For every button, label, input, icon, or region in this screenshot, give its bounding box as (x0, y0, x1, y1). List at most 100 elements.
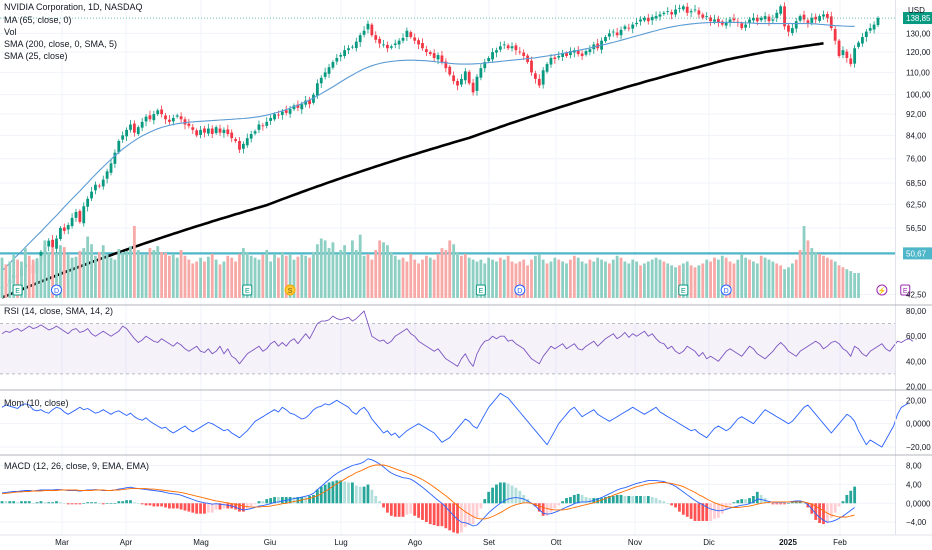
macd-histogram-bar (650, 497, 654, 504)
macd-histogram-bar (456, 503, 459, 534)
macd-histogram-bar (600, 498, 603, 504)
macd-histogram-bar (257, 501, 261, 504)
candle-body (292, 105, 296, 110)
event-marker-label: E (15, 288, 20, 295)
candle-body (284, 110, 288, 113)
volume-bar (806, 240, 810, 298)
macd-histogram-bar (66, 503, 70, 505)
macd-histogram-bar (327, 482, 331, 504)
sma200-line (1, 42, 824, 299)
candle-body (335, 58, 339, 62)
macd-histogram-bar (8, 501, 12, 504)
macd-histogram-bar (0, 501, 4, 504)
volume-bar (588, 259, 592, 298)
volume-bar (720, 255, 724, 298)
rsi-band (0, 323, 895, 374)
macd-histogram-bar (109, 503, 113, 504)
macd-histogram-bar (409, 503, 413, 514)
macd-histogram-bar (670, 503, 674, 506)
volume-bar (366, 253, 370, 298)
event-marker (876, 284, 888, 296)
macd-histogram-bar (354, 485, 358, 504)
volume-bar (59, 245, 62, 298)
macd-histogram-bar (639, 495, 642, 504)
macd-histogram-bar (565, 498, 568, 504)
volume-bar (572, 255, 576, 298)
x-tick-label: 2025 (779, 538, 797, 547)
macd-histogram-bar (191, 503, 195, 513)
macd-histogram-bar (366, 484, 370, 504)
macd-histogram-bar (502, 482, 506, 504)
candle-body (397, 40, 401, 45)
event-marker (720, 284, 732, 296)
macd-histogram-bar (90, 502, 93, 504)
macd-histogram-bar (413, 503, 417, 516)
volume-bar (27, 255, 31, 298)
macd-histogram-bar (693, 503, 697, 521)
macd-histogram-bar (448, 503, 452, 531)
candle-body (861, 37, 864, 44)
macd-histogram-bar (94, 502, 97, 504)
macd-histogram-bar (160, 503, 164, 507)
price-tick-label: 110,00 (906, 68, 930, 77)
volume-bar (409, 253, 413, 298)
candle-body (144, 116, 148, 122)
candle-body (125, 129, 128, 137)
price-tick-label: 62,50 (906, 200, 927, 209)
macd-histogram-bar (829, 503, 833, 518)
macd-histogram-bar (580, 494, 584, 504)
macd-histogram-bar (125, 500, 128, 504)
candle-body (635, 22, 639, 25)
volume-bar (775, 263, 779, 298)
candle-body (763, 16, 767, 20)
macd-histogram-bar (308, 495, 311, 504)
candle-body (580, 53, 584, 57)
macd-histogram-bar (27, 501, 31, 504)
candle-body (794, 21, 798, 29)
candle-body (584, 51, 588, 55)
candle-body (74, 211, 78, 218)
macd-histogram-bar (654, 498, 658, 504)
macd-histogram-bar (378, 501, 382, 504)
candle-body (315, 83, 319, 96)
macd-histogram-bar (175, 503, 179, 509)
volume-bar (253, 257, 257, 298)
macd-histogram-bar (55, 501, 58, 504)
candle-body (720, 21, 724, 25)
macd-histogram-bar (62, 503, 66, 504)
volume-bar (833, 261, 837, 298)
macd-histogram-bar (199, 503, 202, 514)
macd-histogram-bar (432, 503, 436, 526)
candle-body (537, 78, 541, 86)
x-tick-label: Set (483, 538, 496, 547)
macd-histogram-bar (203, 503, 206, 514)
macd-histogram-bar (187, 503, 191, 512)
macd-tick-label: 4,00 (906, 480, 922, 489)
volume-bar (822, 255, 825, 298)
volume-bar (724, 257, 728, 298)
candle-body (615, 32, 619, 36)
macd-histogram-bar (144, 503, 148, 506)
macd-histogram-bar (234, 503, 237, 510)
volume-bar (339, 250, 343, 298)
candle-body (129, 124, 132, 130)
macd-histogram-bar (218, 503, 222, 510)
volume-bar (607, 263, 611, 298)
candle-body (530, 60, 533, 73)
volume-bar (230, 257, 234, 298)
volume-bar (580, 261, 584, 298)
chart-title: NVIDIA Corporation, 1D, NASDAQ (4, 2, 143, 12)
macd-histogram-bar (623, 495, 627, 504)
candle-body (148, 115, 152, 120)
macd-histogram-bar (483, 499, 487, 504)
candle-body (553, 57, 557, 60)
volume-bar (510, 261, 514, 298)
volume-bar (689, 265, 693, 298)
macd-histogram-bar (374, 495, 378, 504)
volume-bar (428, 257, 432, 298)
candle-body (798, 16, 802, 21)
event-marker-label: E (903, 288, 908, 295)
macd-tick-label: −4,00 (906, 518, 927, 527)
macd-histogram-bar (452, 503, 456, 533)
